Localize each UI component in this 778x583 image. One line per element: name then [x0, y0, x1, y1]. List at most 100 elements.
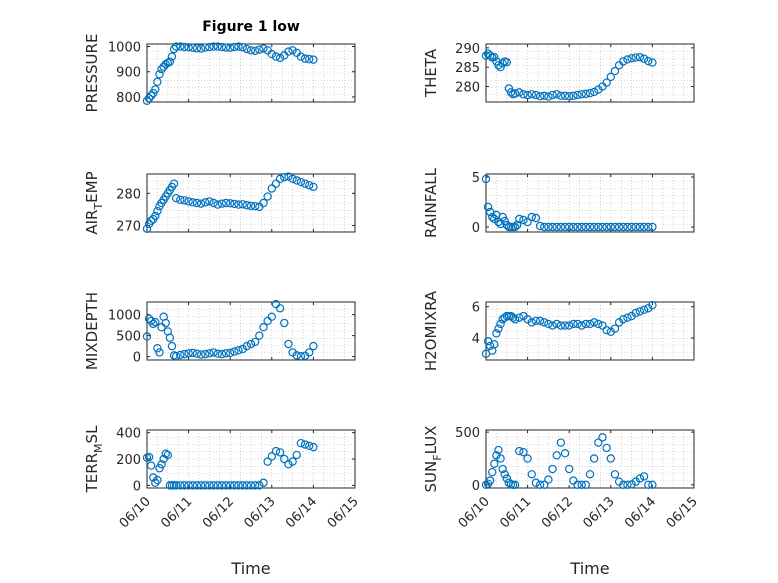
data-point — [309, 182, 318, 192]
data-point — [213, 200, 222, 209]
axes-box — [485, 173, 695, 233]
data-point — [623, 313, 632, 322]
x-tick-label: 06/10 — [117, 494, 154, 531]
data-point — [300, 440, 310, 449]
data-point — [560, 222, 570, 232]
y-axis-label-main: TERR — [83, 453, 101, 494]
data-point — [259, 323, 268, 332]
data-point — [510, 480, 520, 490]
axes-box — [146, 173, 356, 233]
data-point — [188, 198, 197, 207]
data-point — [176, 195, 185, 204]
data-point — [515, 313, 524, 322]
data-point — [142, 96, 152, 105]
data-point — [519, 447, 528, 457]
y-axis-label-rest: SL — [83, 425, 101, 444]
data-point — [180, 481, 189, 490]
data-point — [494, 445, 503, 455]
data-point — [144, 314, 154, 324]
data-point — [494, 61, 503, 70]
data-point — [585, 470, 595, 479]
data-point — [569, 222, 578, 232]
data-point — [305, 181, 314, 190]
data-point — [573, 222, 582, 232]
data-point — [635, 52, 645, 62]
data-point — [639, 472, 649, 481]
data-point — [146, 91, 156, 100]
axes-box — [146, 43, 356, 103]
data-point — [167, 52, 177, 61]
data-point — [573, 480, 582, 490]
data-point — [523, 217, 532, 227]
data-point — [180, 42, 189, 52]
data-point — [623, 222, 632, 232]
data-point — [246, 481, 256, 490]
data-point — [305, 441, 314, 451]
data-point — [544, 92, 553, 101]
y-tick-label: 1000 — [108, 309, 141, 324]
data-point — [556, 222, 566, 232]
data-point — [225, 199, 235, 208]
data-point — [565, 321, 574, 330]
data-point — [196, 199, 206, 208]
data-point — [284, 172, 293, 181]
data-point — [288, 174, 297, 184]
series-markers — [142, 172, 318, 233]
data-point — [515, 88, 524, 97]
data-point — [275, 174, 285, 184]
data-point — [255, 331, 264, 340]
series-markers — [481, 49, 657, 101]
data-point — [500, 470, 509, 479]
data-point — [531, 213, 541, 223]
subplot-rainfall: 0 5 RAINFALL — [422, 167, 695, 238]
data-point — [535, 316, 545, 326]
data-point — [540, 91, 549, 101]
data-point — [151, 317, 160, 327]
data-point — [300, 54, 310, 63]
y-axis-label-subscript: T — [92, 203, 105, 211]
data-point — [496, 319, 505, 329]
data-point — [610, 222, 620, 232]
data-point — [531, 90, 541, 100]
data-point — [184, 349, 193, 358]
data-point — [565, 91, 574, 101]
data-point — [255, 45, 264, 54]
data-point — [305, 348, 314, 357]
data-point — [648, 480, 657, 490]
data-point — [502, 57, 511, 67]
gridlines — [146, 301, 356, 361]
data-point — [234, 200, 243, 209]
data-point — [581, 222, 591, 232]
data-point — [594, 438, 603, 447]
data-point — [176, 481, 185, 490]
x-axis-label: Time — [569, 559, 609, 578]
data-point — [577, 480, 586, 490]
data-point — [598, 433, 607, 442]
data-point — [250, 481, 260, 490]
data-point — [288, 348, 297, 357]
data-point — [209, 198, 218, 208]
data-point — [146, 216, 156, 225]
data-point — [184, 481, 193, 490]
data-point — [594, 319, 603, 329]
y-tick-label: 800 — [116, 91, 141, 106]
subplot-pressure: 800 900 1000 PRESSURE — [83, 34, 356, 112]
data-point — [180, 349, 189, 359]
data-point — [230, 199, 239, 209]
data-point — [153, 206, 162, 216]
data-point — [598, 222, 607, 232]
y-axis-label-subscript: F — [431, 454, 444, 460]
y-axis-label-main: SUN — [422, 461, 440, 493]
data-point — [225, 481, 235, 490]
data-point — [523, 454, 532, 463]
data-point — [560, 91, 570, 101]
subplot-h2omixra: 4 6 H2OMIXRA — [422, 290, 695, 371]
data-point — [556, 91, 566, 101]
data-point — [573, 319, 582, 329]
data-point — [552, 90, 561, 99]
axes-box — [485, 429, 695, 489]
data-point — [552, 319, 561, 329]
data-point — [544, 319, 553, 329]
y-tick-label: 500 — [455, 426, 480, 441]
